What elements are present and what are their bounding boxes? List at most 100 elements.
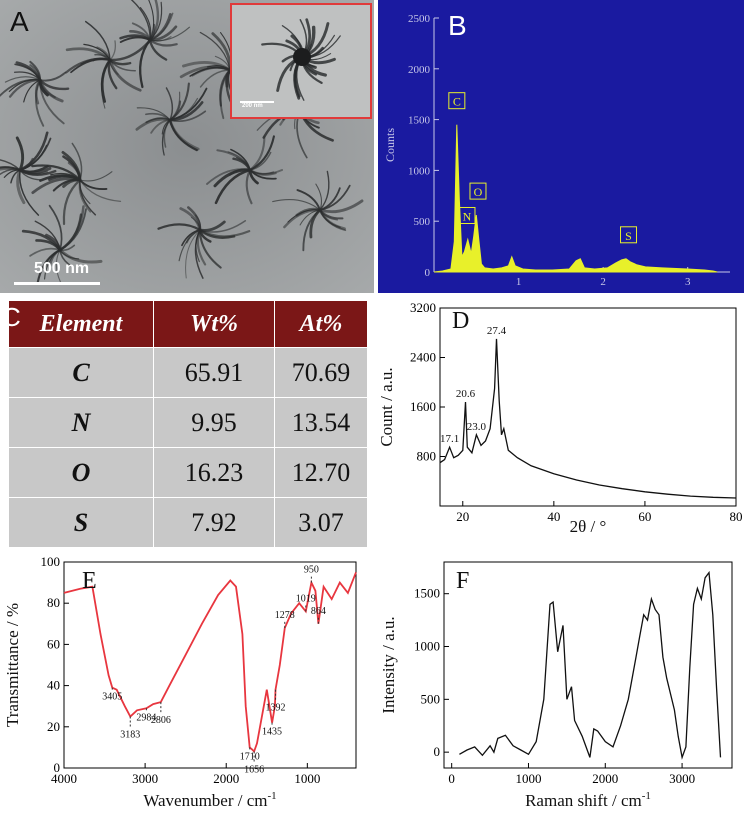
fibre bbox=[199, 69, 231, 88]
fibre bbox=[319, 187, 341, 211]
y-axis-label: Transmittance / % bbox=[3, 603, 22, 727]
peak-annotation: 20.6 bbox=[456, 388, 476, 400]
fibre bbox=[39, 71, 67, 82]
peak-annotation: 1278 bbox=[275, 610, 295, 621]
x-tick-label: 40 bbox=[547, 509, 560, 524]
x-axis-label: Raman shift / cm-1 bbox=[525, 790, 651, 810]
peak-annotation: 1656 bbox=[244, 765, 264, 776]
xrd-line bbox=[439, 338, 737, 499]
fibre bbox=[21, 229, 62, 252]
fibre bbox=[101, 59, 111, 109]
x-tick-label: 3000 bbox=[132, 771, 158, 786]
fibre bbox=[109, 40, 116, 61]
x-tick-label: 80 bbox=[730, 509, 743, 524]
y-tick-label: 500 bbox=[421, 691, 441, 706]
fibre bbox=[213, 168, 252, 188]
element-cell: O bbox=[8, 447, 154, 498]
peak-annotation: 864 bbox=[311, 606, 326, 617]
x-tick-label: 4000 bbox=[51, 771, 77, 786]
fibre bbox=[29, 247, 61, 257]
fibre bbox=[232, 157, 252, 172]
fibre bbox=[199, 31, 231, 71]
table-header-row: Element Wt% At% bbox=[8, 300, 368, 348]
panel-label-e: E bbox=[82, 568, 97, 594]
fibre bbox=[315, 183, 323, 211]
fibre bbox=[309, 208, 322, 239]
peak-label-box bbox=[448, 92, 466, 110]
panel-label-c: C bbox=[2, 302, 21, 332]
y-tick-label: 800 bbox=[417, 449, 437, 464]
fibre bbox=[150, 119, 171, 134]
y-tick-label: 0 bbox=[434, 744, 441, 759]
tem-micrograph-panel: A 200 nm 500 nm bbox=[0, 0, 374, 293]
panel-label-a: A bbox=[10, 6, 29, 37]
fibre bbox=[43, 249, 61, 280]
fibre bbox=[79, 171, 113, 182]
fibre bbox=[119, 36, 151, 44]
peak-label: S bbox=[625, 229, 632, 243]
peak-annotation: 17.1 bbox=[440, 433, 459, 445]
fibre bbox=[199, 220, 247, 233]
wt-cell: 65.91 bbox=[153, 347, 275, 398]
y-tick-label: 1000 bbox=[414, 639, 440, 654]
peak-annotation: 2984 bbox=[136, 712, 156, 723]
fibre bbox=[168, 82, 190, 122]
column-header-at: At% bbox=[274, 300, 368, 348]
x-tick-label: 2 bbox=[600, 276, 606, 288]
y-tick-label: 1500 bbox=[408, 115, 431, 127]
scale-bar-label: 500 nm bbox=[34, 260, 90, 277]
y-tick-label: 3200 bbox=[410, 300, 436, 315]
x-tick-label: 3000 bbox=[669, 771, 695, 786]
fibre bbox=[67, 161, 82, 182]
element-cell: N bbox=[8, 397, 154, 448]
nanofibre-cluster bbox=[0, 0, 364, 284]
y-tick-label: 80 bbox=[47, 595, 60, 610]
x-axis-label: 2θ / ° bbox=[570, 517, 607, 536]
column-header-element: Element bbox=[8, 300, 154, 348]
fibre bbox=[18, 166, 52, 175]
fibre bbox=[0, 78, 41, 97]
peak-annotation: 2806 bbox=[151, 715, 171, 726]
fibre bbox=[55, 249, 61, 283]
fibre bbox=[165, 87, 174, 121]
x-tick-label: 1 bbox=[516, 276, 522, 288]
eds-spectrum-area bbox=[433, 124, 718, 273]
peak-annotation: 3183 bbox=[120, 730, 140, 741]
fibre bbox=[39, 79, 65, 125]
fibre bbox=[319, 170, 330, 211]
fibre bbox=[249, 169, 275, 175]
fibre bbox=[272, 199, 321, 211]
ftir-panel: 4000 3000 2000 1000 0 20 40 60 80 100 3405 3183 2984… bbox=[0, 548, 372, 816]
fibre bbox=[18, 169, 40, 216]
fibre bbox=[139, 7, 152, 41]
fibre bbox=[96, 46, 111, 61]
fibre bbox=[65, 47, 112, 62]
y-axis-label: Counts bbox=[383, 128, 397, 162]
fibre bbox=[130, 0, 151, 41]
peak-label-box bbox=[458, 206, 476, 224]
x-tick-label: 2000 bbox=[213, 771, 239, 786]
fibre bbox=[318, 199, 364, 214]
fibre bbox=[149, 26, 191, 42]
peak-annotation: 950 bbox=[304, 565, 319, 576]
particle-core bbox=[293, 48, 311, 66]
composition-table: Element Wt% At% C 65.91 70.69 N 9.95 13.… bbox=[8, 300, 368, 548]
fibre bbox=[79, 179, 97, 216]
at-cell: 70.69 bbox=[274, 347, 368, 398]
x-tick-label: 0 bbox=[448, 771, 455, 786]
fibre bbox=[59, 249, 80, 260]
element-cell: S bbox=[8, 497, 154, 548]
y-tick-label: 1500 bbox=[414, 586, 440, 601]
scale-bar bbox=[14, 282, 100, 285]
xrd-chart: 20 40 60 80 800 1600 2400 3200 17.1 20.6 23.0 27.4 2… bbox=[377, 300, 743, 536]
fibre bbox=[148, 0, 155, 41]
fibre bbox=[195, 229, 201, 263]
table-row: S 7.92 3.07 bbox=[8, 497, 368, 548]
peak-label: O bbox=[474, 185, 483, 199]
peak-label: N bbox=[463, 209, 472, 223]
peak-label-box bbox=[620, 226, 638, 244]
raman-panel: 0 1000 2000 3000 0 500 1000 1500 Raman shift / c… bbox=[376, 548, 744, 816]
fibre bbox=[38, 78, 70, 91]
fibre bbox=[149, 23, 156, 41]
y-axis-label: Intensity / a.u. bbox=[379, 616, 398, 713]
